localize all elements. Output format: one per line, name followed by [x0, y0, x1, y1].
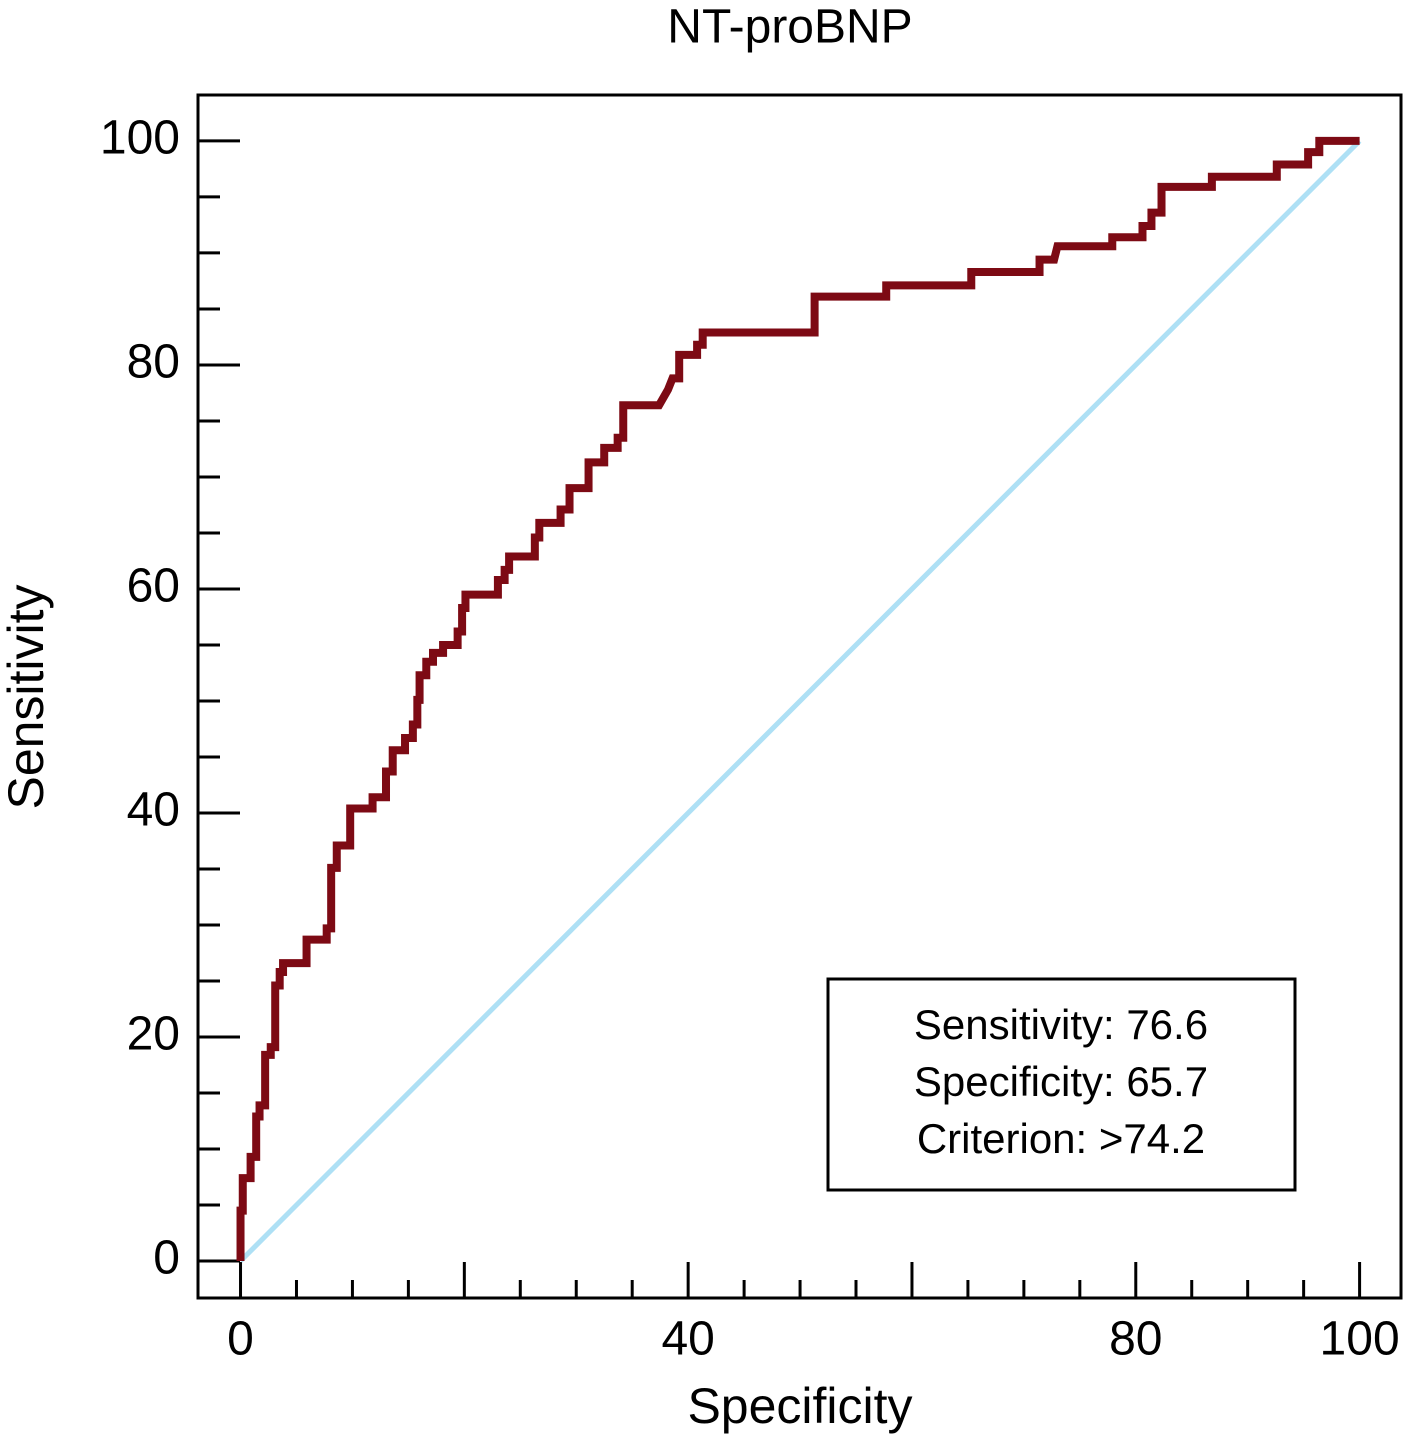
- y-axis-label: Sensitivity: [0, 584, 54, 809]
- x-tick-label: 80: [1109, 1313, 1162, 1366]
- y-tick-label: 60: [127, 560, 180, 613]
- annotation-text: Specificity: 65.7: [914, 1058, 1208, 1105]
- y-tick-label: 20: [127, 1008, 180, 1061]
- x-tick-label: 40: [661, 1313, 714, 1366]
- reference-line: [238, 139, 1362, 1263]
- annotation-text: Criterion: >74.2: [917, 1115, 1205, 1162]
- annotation-text: Sensitivity: 76.6: [914, 1001, 1208, 1048]
- y-tick-label: 40: [127, 784, 180, 837]
- chart-title: NT-proBNP: [667, 1, 912, 54]
- x-tick-label: 100: [1320, 1313, 1400, 1366]
- y-tick-label: 80: [127, 336, 180, 389]
- annotation-box: [826, 977, 1297, 1192]
- y-tick-label: 0: [153, 1232, 180, 1285]
- roc-curve: [236, 136, 1360, 1262]
- y-tick-label: 100: [100, 112, 180, 165]
- x-axis-label: Specificity: [687, 1378, 912, 1434]
- x-tick-label: 0: [227, 1313, 254, 1366]
